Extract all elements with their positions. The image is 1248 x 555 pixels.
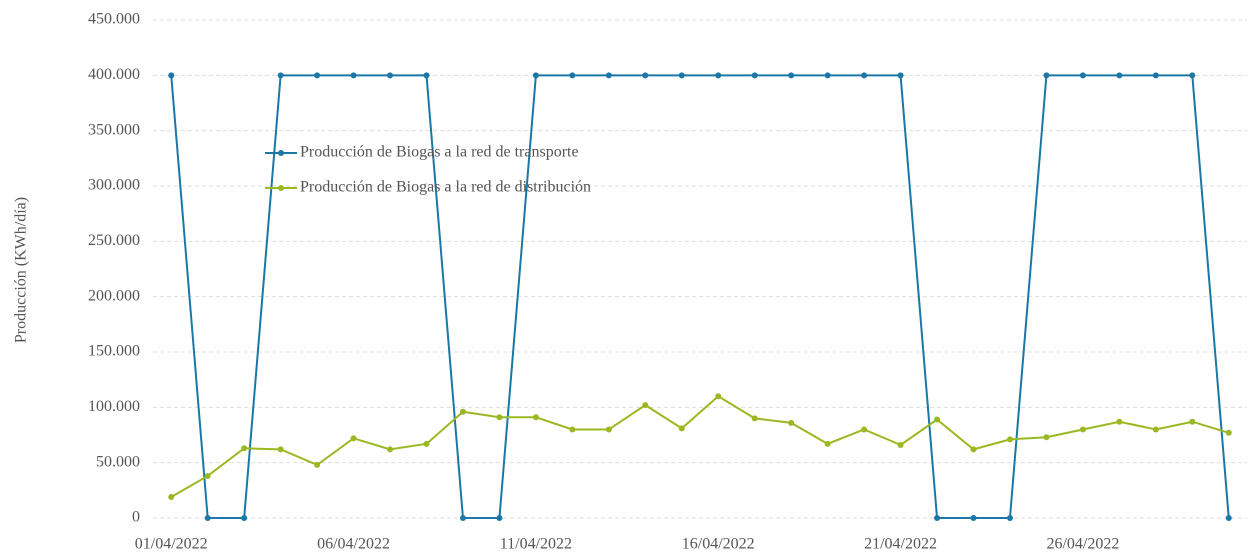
point	[1043, 434, 1050, 441]
point	[350, 435, 357, 442]
y-tick-label: 450.000	[88, 11, 140, 28]
point	[788, 72, 795, 79]
point	[1079, 426, 1086, 433]
point	[496, 414, 503, 421]
x-tick-label: 21/04/2022	[864, 536, 937, 553]
point	[678, 425, 685, 432]
point	[605, 72, 612, 79]
x-tick-label: 11/04/2022	[500, 536, 572, 553]
y-axis-label: Producción (KWh/día)	[13, 197, 30, 343]
point	[861, 426, 868, 433]
point	[970, 515, 977, 521]
point	[605, 426, 612, 433]
point	[1043, 72, 1050, 79]
y-tick-label: 350.000	[88, 121, 140, 138]
point	[387, 446, 394, 453]
point	[715, 393, 722, 400]
y-tick-label: 400.000	[88, 66, 140, 83]
point	[1006, 515, 1013, 521]
point	[897, 72, 904, 79]
x-tick-label: 06/04/2022	[317, 536, 390, 553]
point	[387, 72, 394, 79]
y-tick-label: 250.000	[88, 232, 140, 249]
point	[241, 445, 248, 452]
point	[934, 515, 941, 521]
point	[496, 515, 503, 521]
point	[788, 419, 795, 426]
legend-label: Producción de Biogas a la red de transpo…	[300, 144, 579, 161]
point	[1152, 426, 1159, 433]
point	[678, 72, 685, 79]
point	[934, 416, 941, 423]
point	[277, 72, 284, 79]
point	[861, 72, 868, 79]
point	[423, 440, 430, 447]
point	[1225, 515, 1232, 521]
point	[241, 515, 248, 521]
point	[1079, 72, 1086, 79]
legend-label: Producción de Biogas a la red de distrib…	[300, 179, 591, 196]
point	[751, 415, 758, 422]
point	[459, 408, 466, 415]
point	[350, 72, 357, 79]
point	[569, 426, 576, 433]
point	[204, 515, 211, 521]
point	[1116, 72, 1123, 79]
legend-marker	[278, 185, 284, 191]
series-line	[170, 74, 1230, 519]
point	[1189, 418, 1196, 425]
point	[423, 72, 430, 79]
point	[1152, 72, 1159, 79]
x-tick-label: 01/04/2022	[135, 536, 208, 553]
point	[1189, 72, 1196, 79]
point	[751, 72, 758, 79]
legend-marker	[278, 150, 284, 156]
x-tick-label: 16/04/2022	[682, 536, 755, 553]
point	[970, 446, 977, 453]
point	[1116, 418, 1123, 425]
point	[1225, 429, 1232, 436]
point	[532, 414, 539, 421]
point	[642, 72, 649, 79]
point	[1006, 436, 1013, 443]
point	[204, 472, 211, 479]
point	[314, 72, 321, 79]
x-tick-label: 26/04/2022	[1046, 536, 1119, 553]
y-tick-label: 100.000	[88, 398, 140, 415]
point	[168, 72, 175, 79]
point	[277, 446, 284, 453]
point	[459, 515, 466, 521]
point	[569, 72, 576, 79]
point	[532, 72, 539, 79]
point	[824, 72, 831, 79]
y-tick-label: 50.000	[96, 453, 140, 470]
y-tick-label: 150.000	[88, 343, 140, 360]
y-tick-label: 200.000	[88, 287, 140, 304]
y-tick-label: 300.000	[88, 177, 140, 194]
y-tick-label: 0	[132, 509, 140, 526]
series-line	[170, 395, 1230, 498]
point	[715, 72, 722, 79]
point	[824, 440, 831, 447]
point	[314, 461, 321, 468]
point	[168, 493, 175, 500]
point	[897, 441, 904, 448]
point	[642, 402, 649, 409]
